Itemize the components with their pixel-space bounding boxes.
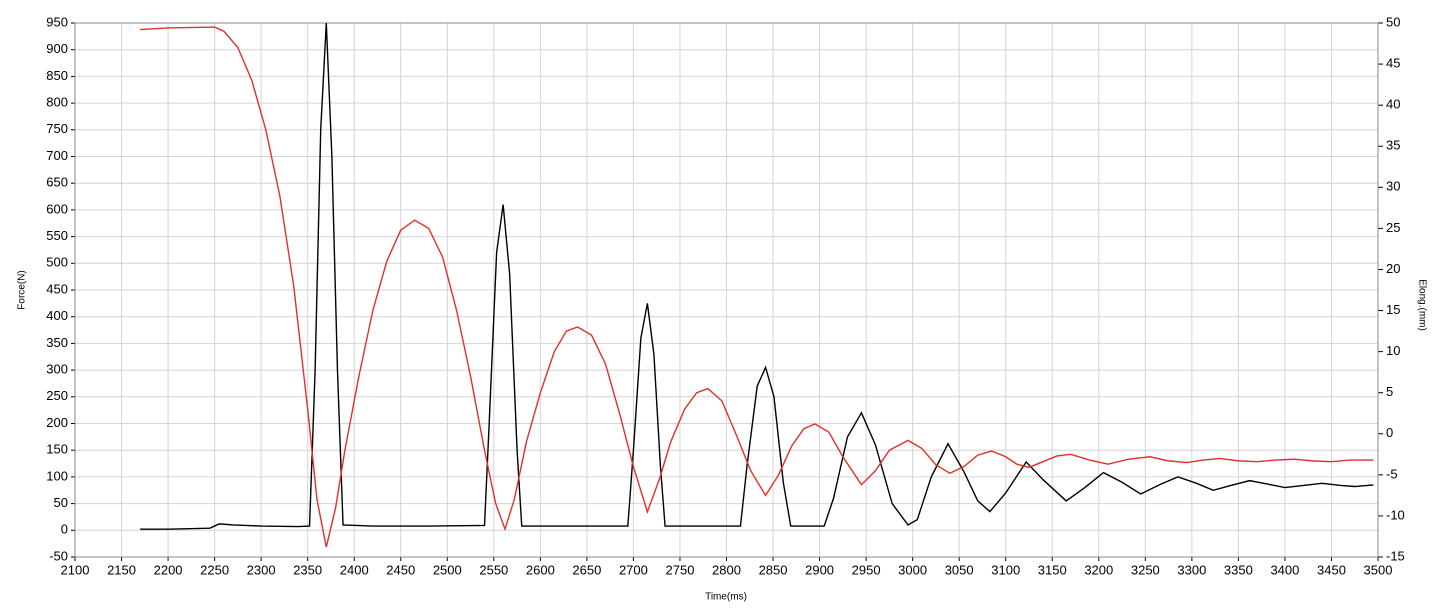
y-tick-label: 550 (46, 228, 68, 243)
x-tick-label: 3450 (1317, 562, 1346, 577)
y-tick-label: 250 (46, 388, 68, 403)
x-tick-label: 3350 (1224, 562, 1253, 577)
x-axis-label: Time(ms) (705, 592, 747, 603)
x-tick-label: 2800 (712, 562, 741, 577)
y2-axis-label: Elong.(mm) (1416, 279, 1427, 331)
x-tick-label: 2900 (805, 562, 834, 577)
y2-tick-label: 20 (1386, 261, 1400, 276)
y2-tick-label: 45 (1386, 56, 1400, 71)
y-tick-label: 150 (46, 442, 68, 457)
plot-border (74, 22, 1379, 558)
x-tick-label: 2400 (340, 562, 369, 577)
x-tick-label: 2150 (107, 562, 136, 577)
y-tick-label: 700 (46, 148, 68, 163)
x-tick-label: 2700 (619, 562, 648, 577)
y-tick-label: 350 (46, 335, 68, 350)
x-tick-label: 3500 (1364, 562, 1393, 577)
y2-tick-label: 30 (1386, 179, 1400, 194)
y2-tick-label: -5 (1386, 466, 1398, 481)
y-tick-label: 0 (61, 522, 68, 537)
y2-tick-label: 5 (1386, 384, 1393, 399)
y-tick-label: -50 (49, 548, 68, 563)
x-tick-label: 2950 (852, 562, 881, 577)
x-tick-label: 2100 (61, 562, 90, 577)
x-tick-label: 2500 (433, 562, 462, 577)
x-tick-label: 3050 (945, 562, 974, 577)
x-tick-label: 3150 (1038, 562, 1067, 577)
y-tick-label: 450 (46, 281, 68, 296)
y-tick-label: 600 (46, 201, 68, 216)
x-tick-label: 2450 (386, 562, 415, 577)
y-tick-label: 400 (46, 308, 68, 323)
y2-tick-label: -10 (1386, 507, 1405, 522)
y-tick-label: 50 (54, 495, 68, 510)
y2-tick-label: 35 (1386, 138, 1400, 153)
x-tick-label: 2200 (154, 562, 183, 577)
y2-tick-label: 0 (1386, 425, 1393, 440)
data-line (140, 22, 1374, 530)
y-tick-label: 800 (46, 95, 68, 110)
x-tick-label: 3300 (1177, 562, 1206, 577)
y2-tick-label: 15 (1386, 302, 1400, 317)
x-tick-label: 2350 (293, 562, 322, 577)
y-tick-label: 900 (46, 41, 68, 56)
x-tick-label: 2250 (200, 562, 229, 577)
y2-tick-label: 50 (1386, 14, 1400, 29)
x-tick-label: 2600 (526, 562, 555, 577)
y2-tick-label: -15 (1386, 548, 1405, 563)
x-tick-label: 2550 (479, 562, 508, 577)
y-tick-label: 300 (46, 362, 68, 377)
y2-tick-label: 10 (1386, 343, 1400, 358)
x-tick-label: 2650 (572, 562, 601, 577)
y-axis-label: Force(N) (17, 270, 28, 309)
data-line (140, 26, 1374, 548)
y-tick-label: 950 (46, 14, 68, 29)
x-tick-label: 2750 (666, 562, 695, 577)
x-tick-label: 2850 (759, 562, 788, 577)
x-tick-label: 3250 (1131, 562, 1160, 577)
x-tick-label: 3200 (1084, 562, 1113, 577)
y2-tick-label: 40 (1386, 97, 1400, 112)
x-tick-label: 3400 (1270, 562, 1299, 577)
y-tick-label: 100 (46, 468, 68, 483)
y-tick-label: 750 (46, 121, 68, 136)
y-tick-label: 500 (46, 255, 68, 270)
y-tick-label: 850 (46, 68, 68, 83)
x-tick-label: 2300 (247, 562, 276, 577)
x-tick-label: 3000 (898, 562, 927, 577)
y-tick-label: 650 (46, 175, 68, 190)
y-tick-label: 200 (46, 415, 68, 430)
x-tick-label: 3100 (991, 562, 1020, 577)
y2-tick-label: 25 (1386, 220, 1400, 235)
